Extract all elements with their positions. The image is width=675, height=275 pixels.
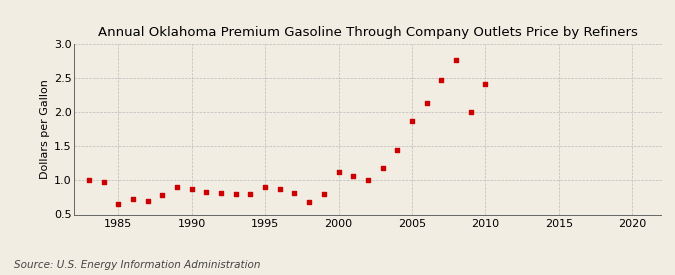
Point <box>260 184 271 189</box>
Point <box>245 192 256 196</box>
Point <box>319 192 329 196</box>
Point <box>98 180 109 184</box>
Point <box>465 109 476 114</box>
Point <box>348 174 358 178</box>
Y-axis label: Dollars per Gallon: Dollars per Gallon <box>40 79 49 179</box>
Point <box>377 166 388 170</box>
Point <box>215 191 226 196</box>
Point <box>157 193 167 198</box>
Point <box>128 197 138 202</box>
Point <box>406 119 417 123</box>
Point <box>201 190 212 194</box>
Point <box>304 200 315 204</box>
Point <box>113 202 124 207</box>
Point <box>480 82 491 86</box>
Point <box>450 58 461 63</box>
Point <box>171 184 182 189</box>
Point <box>84 178 95 182</box>
Point <box>289 191 300 195</box>
Point <box>436 78 447 82</box>
Title: Annual Oklahoma Premium Gasoline Through Company Outlets Price by Refiners: Annual Oklahoma Premium Gasoline Through… <box>98 26 638 39</box>
Point <box>230 192 241 196</box>
Point <box>274 186 285 191</box>
Point <box>142 199 153 203</box>
Point <box>333 169 344 174</box>
Point <box>392 147 402 152</box>
Text: Source: U.S. Energy Information Administration: Source: U.S. Energy Information Administ… <box>14 260 260 270</box>
Point <box>421 101 432 106</box>
Point <box>362 178 373 182</box>
Point <box>186 187 197 191</box>
